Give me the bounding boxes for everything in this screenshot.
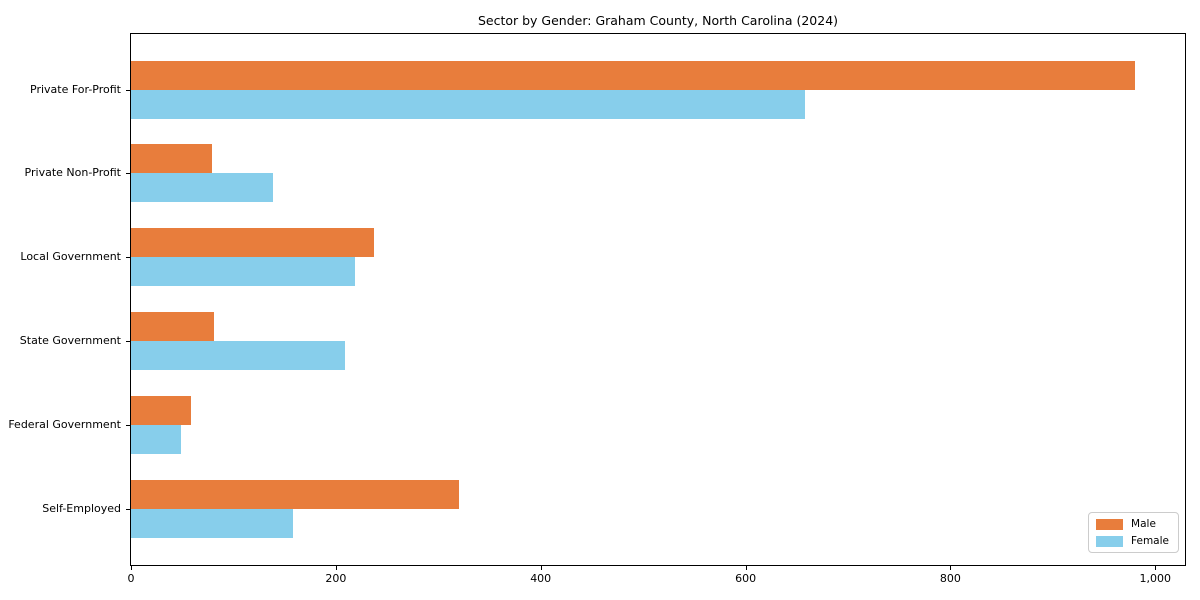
legend-item-male: Male — [1096, 518, 1169, 530]
y-tick-label-state-government: State Government — [19, 333, 121, 347]
bar-male-state-government — [131, 311, 214, 341]
y-tick-mark — [126, 173, 130, 175]
y-tick-label-private-non-profit: Private Non-Profit — [24, 166, 121, 180]
x-tick-label-600: 600 — [735, 572, 757, 585]
bar-male-local-government — [131, 228, 374, 258]
y-tick-mark — [126, 340, 130, 342]
y-tick-label-federal-government: Federal Government — [8, 417, 121, 431]
x-tick-label-200: 200 — [325, 572, 347, 585]
x-tick-label-0: 0 — [127, 572, 135, 585]
chart-title: Sector by Gender: Graham County, North C… — [477, 13, 839, 28]
y-tick-label-local-government: Local Government — [20, 250, 121, 264]
bar-male-private-for-profit — [131, 60, 1135, 90]
x-tick-label-1000: 1,000 — [1139, 572, 1172, 585]
y-tick-label-private-for-profit: Private For-Profit — [30, 82, 121, 96]
bar-female-local-government — [131, 257, 356, 287]
legend-swatch-female — [1096, 535, 1124, 547]
bar-female-federal-government — [131, 424, 182, 454]
bar-female-state-government — [131, 340, 346, 370]
bar-female-private-for-profit — [131, 89, 805, 119]
x-tick-mark — [335, 566, 337, 570]
x-tick-mark — [131, 566, 132, 570]
legend-label-female: Female — [1131, 535, 1169, 547]
legend: Male Female — [1088, 512, 1179, 553]
bar-female-self-employed — [131, 508, 293, 538]
legend-swatch-male — [1096, 518, 1124, 530]
legend-item-female: Female — [1096, 535, 1169, 547]
plot-area: Male Female — [130, 33, 1186, 566]
bar-male-private-non-profit — [131, 144, 212, 174]
y-tick-mark — [126, 89, 130, 91]
x-tick-mark — [540, 566, 542, 570]
y-tick-label-self-employed: Self-Employed — [42, 501, 121, 515]
x-tick-mark — [745, 566, 747, 570]
x-tick-mark — [950, 566, 952, 570]
x-tick-label-400: 400 — [530, 572, 552, 585]
y-tick-mark — [126, 508, 130, 510]
bar-male-federal-government — [131, 395, 192, 425]
legend-label-male: Male — [1131, 518, 1156, 530]
x-tick-label-800: 800 — [939, 572, 961, 585]
bar-male-self-employed — [131, 479, 459, 509]
y-tick-mark — [126, 424, 130, 426]
x-tick-mark — [1155, 566, 1157, 570]
bar-female-private-non-profit — [131, 173, 274, 203]
y-tick-mark — [126, 257, 130, 259]
